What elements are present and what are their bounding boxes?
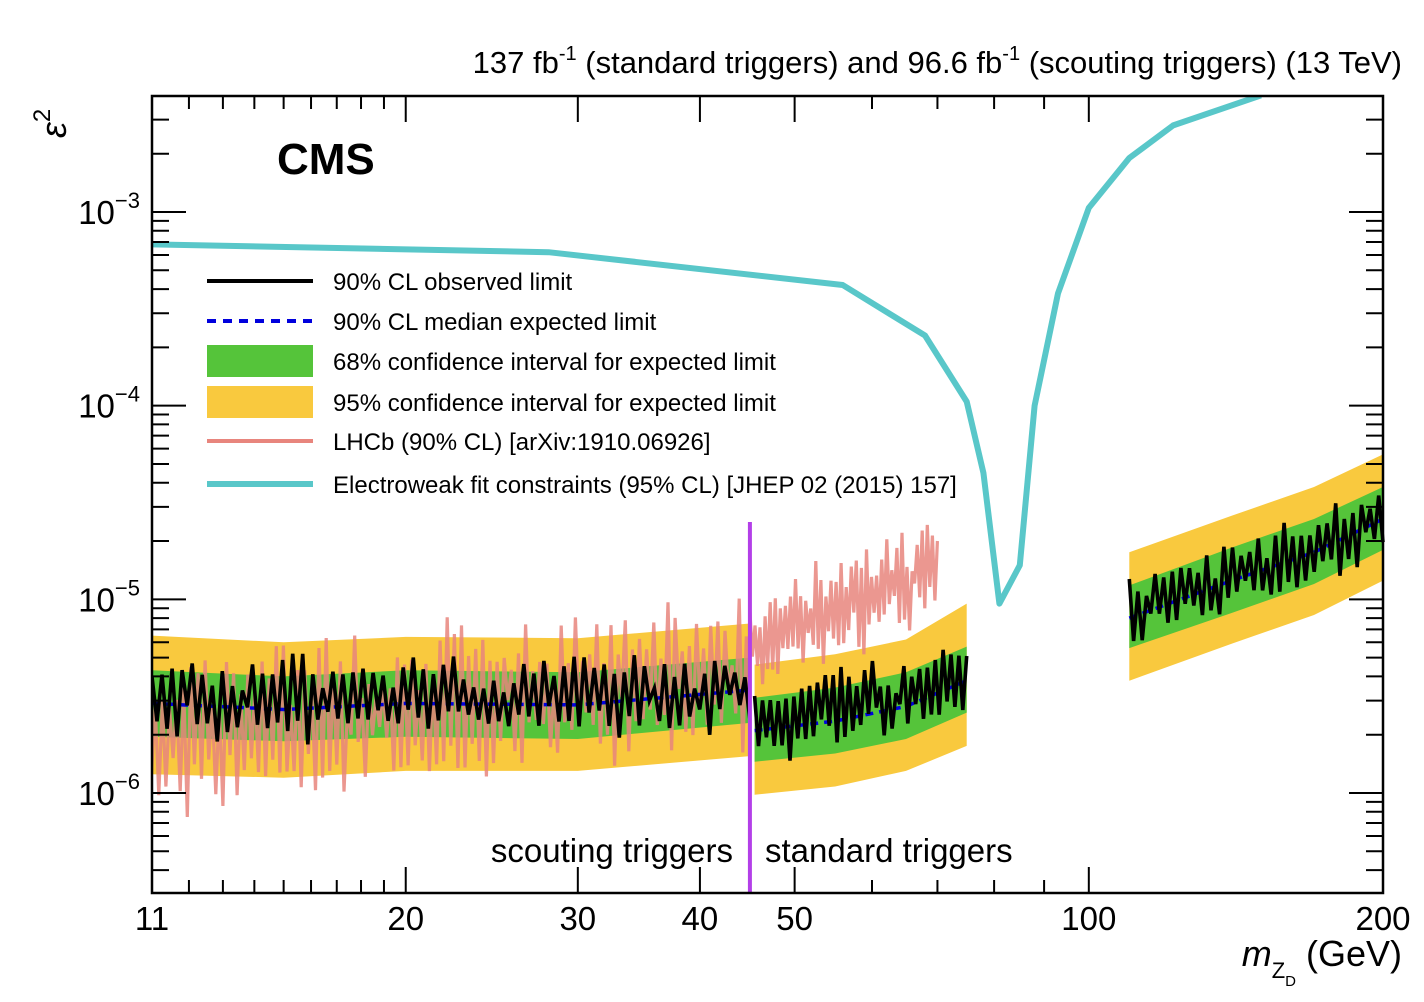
observed-line-0 [152,653,752,745]
y-label-base: ε [33,121,74,138]
title-lumi-std-exp: -1 [559,43,577,65]
title-lumi-sct-suffix: (scouting triggers) (13 TeV) [1020,45,1402,80]
x-tick-label-200: 200 [1355,900,1410,937]
y-axis-label: ε2 [29,109,74,138]
x-tick-label-30: 30 [559,900,596,937]
legend-label-expected: 90% CL median expected limit [333,309,657,336]
legend: 90% CL observed limit 90% CL median expec… [207,269,957,499]
ewk-layer [152,96,1262,607]
y-tick-label-−3: 10−3 [78,188,140,231]
legend-swatch-band68 [207,345,313,377]
legend-label-ewk: Electroweak fit constraints (95% CL) [JH… [333,472,957,499]
y-tick-label-−5: 10−5 [78,575,140,618]
legend-label-band68: 68% confidence interval for expected lim… [333,349,776,376]
observed-line-2 [1127,495,1385,642]
observed-line-1 [752,649,969,761]
title-lumi-std: 137 fb [473,45,559,80]
title-lumi-sct-exp: -1 [1002,43,1020,65]
region-label-scouting: scouting triggers [491,832,733,869]
x-tick-label-11: 11 [135,900,169,937]
lhcb-line-1 [748,524,939,685]
x-label-m: m [1242,933,1272,974]
y-tick-label-−6: 10−6 [78,769,140,812]
experiment-label: CMS [277,135,375,184]
region-label-standard: standard triggers [765,832,1013,869]
legend-label-lhcb: LHCb (90% CL) [arXiv:1910.06926] [333,429,711,456]
legend-label-observed: 90% CL observed limit [333,269,573,296]
observed-layer [152,495,1385,761]
x-tick-label-20: 20 [387,900,424,937]
x-tick-label-40: 40 [682,900,719,937]
plot-frame [150,94,1385,895]
x-label-unit: (GeV) [1296,933,1402,974]
axis-ticks: 11 20 30 40 50 100 200 10−3 10−4 10−5 10−6 [78,96,1411,937]
ewk-line [152,96,1262,607]
y-tick-label-−4: 10−4 [78,382,140,425]
x-label-subsub: D [1285,973,1296,990]
x-tick-label-100: 100 [1061,900,1116,937]
chart-title: 137 fb-1 (standard triggers) and 96.6 fb… [473,43,1402,80]
x-label-sub: Z [1272,958,1285,983]
x-tick-label-50: 50 [776,900,813,937]
title-lumi-std-suffix: (standard triggers) and 96.6 fb [577,45,1003,80]
plot-area [152,96,1385,817]
legend-label-band95: 95% confidence interval for expected lim… [333,390,776,417]
legend-swatch-band95 [207,386,313,418]
svg-text:ε2: ε2 [29,109,74,138]
x-axis-label: mZD (GeV) [1242,933,1402,990]
y-label-exp: 2 [29,109,56,122]
